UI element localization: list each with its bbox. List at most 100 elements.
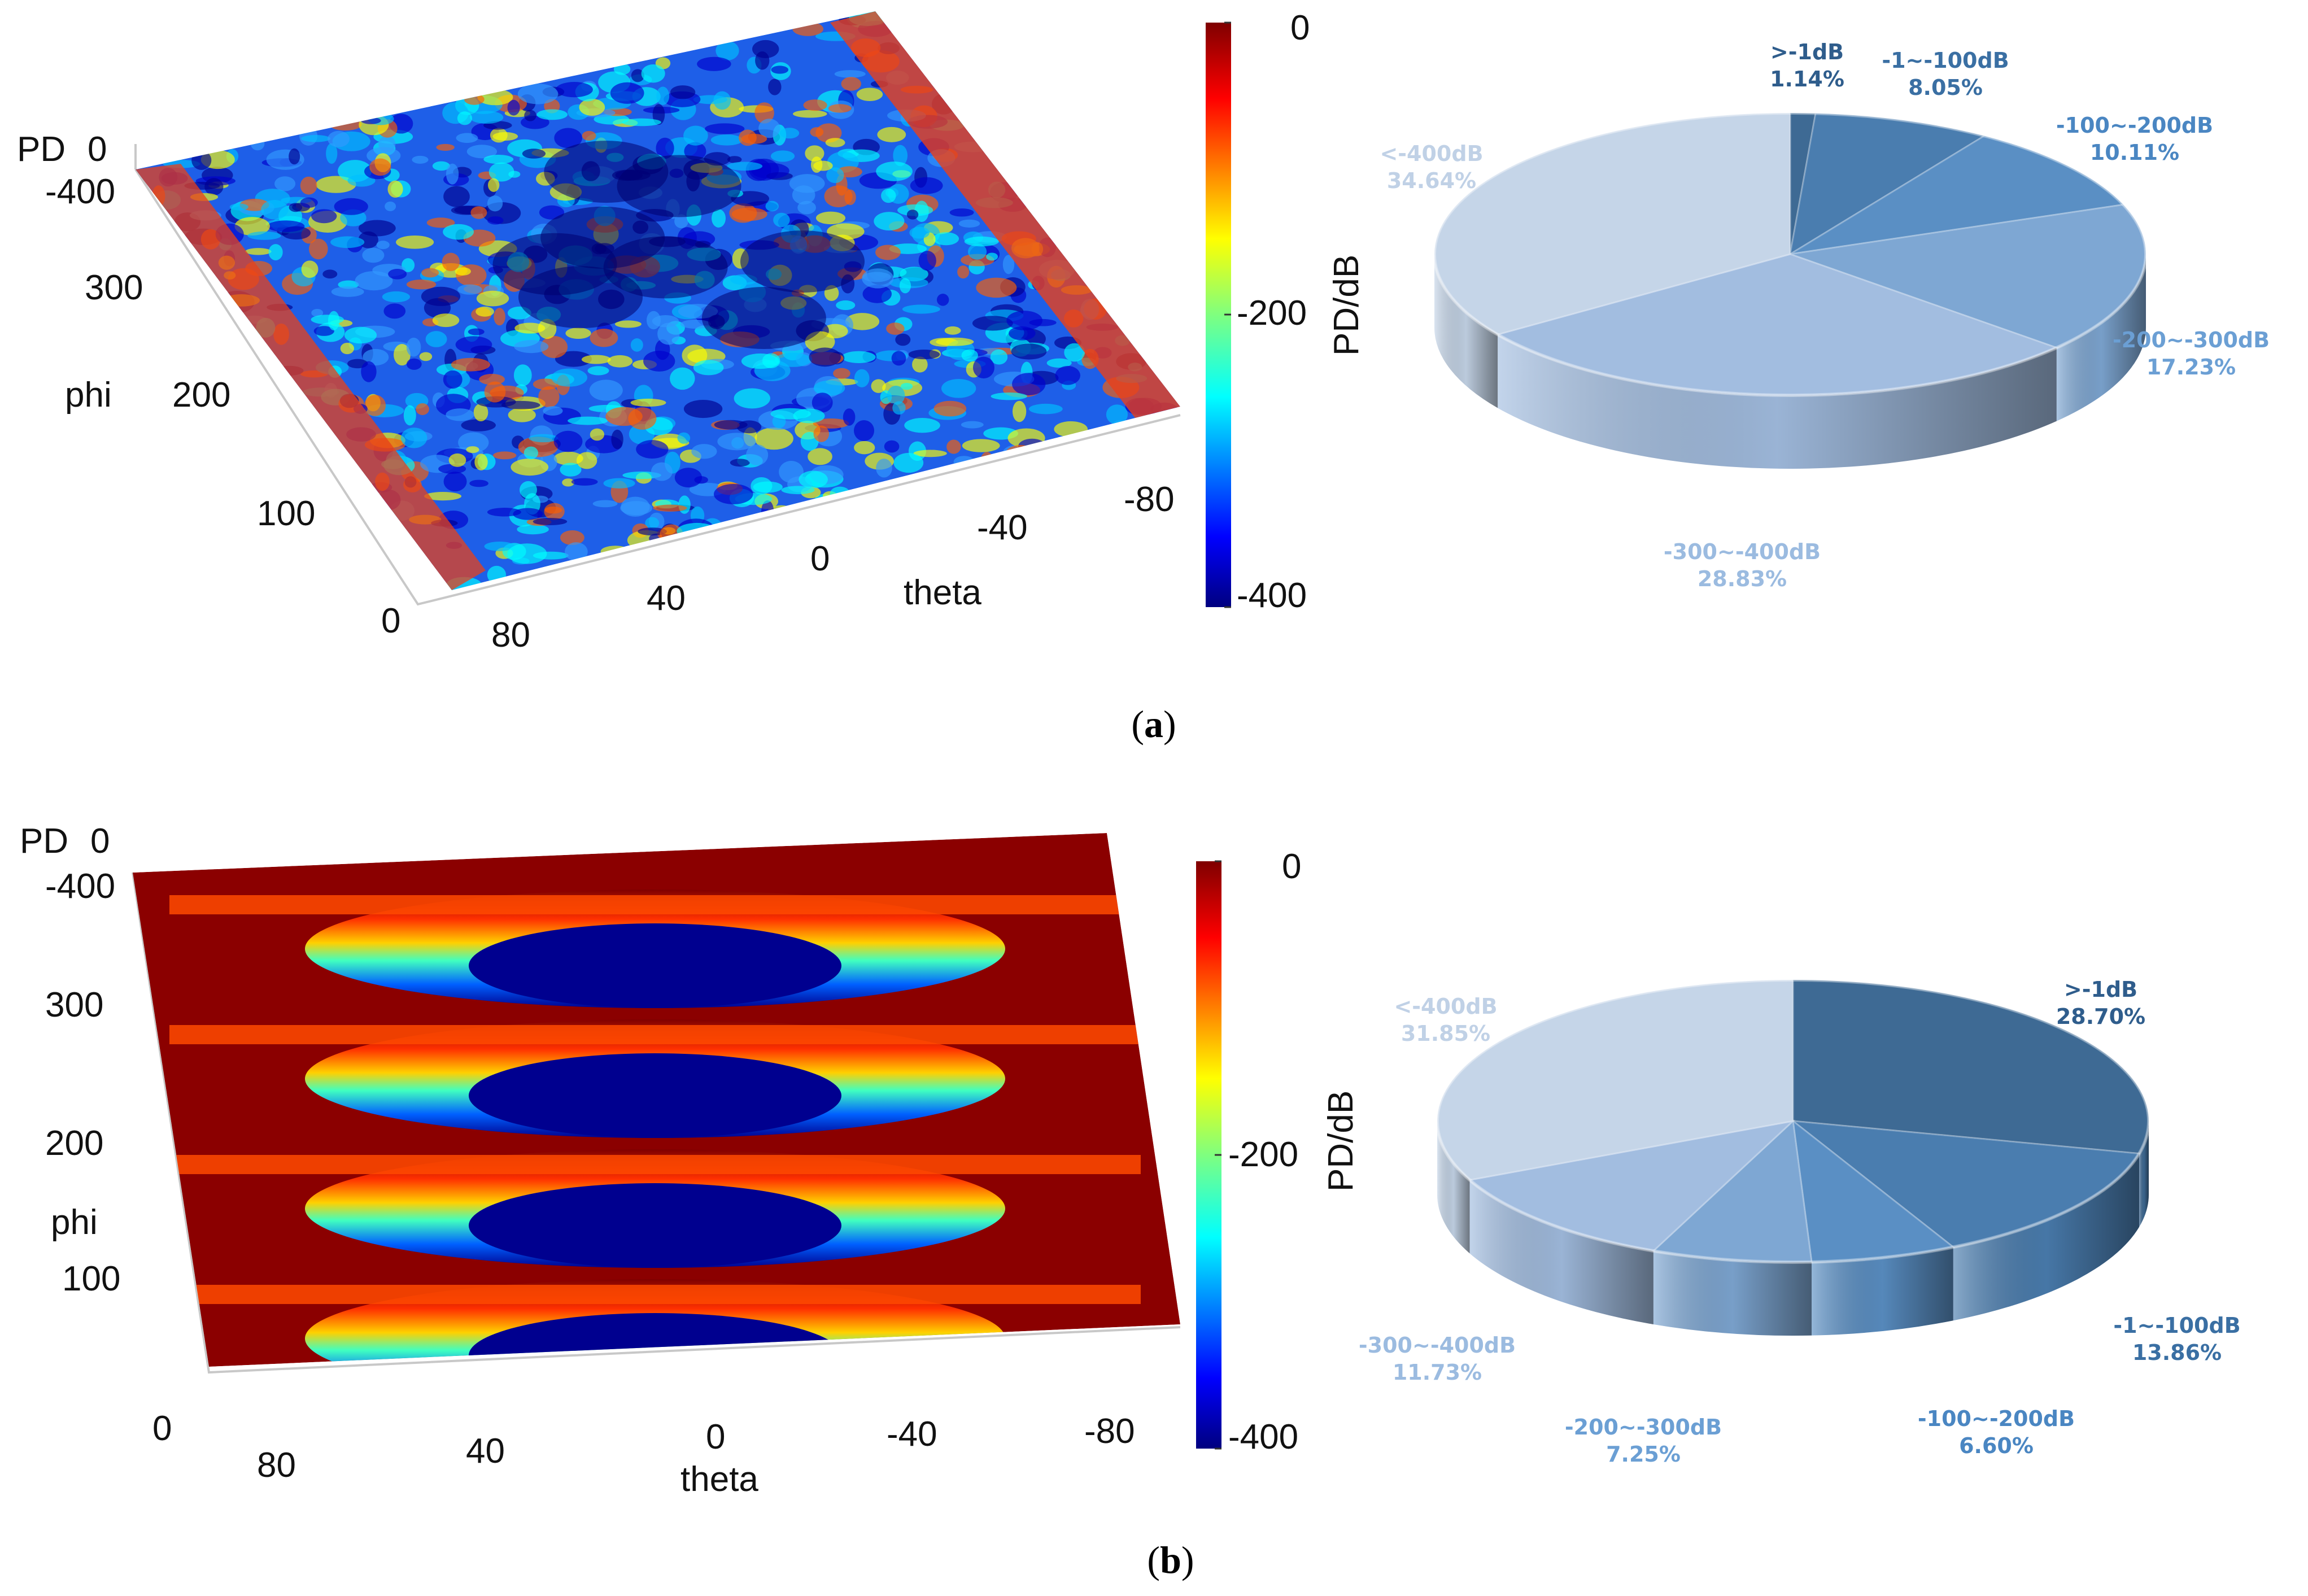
surface-a-speck (507, 99, 520, 116)
surface-a-speck (442, 252, 460, 272)
surface-a-speck (845, 313, 880, 330)
surface-a-speck (571, 478, 598, 486)
surface-a-null-region (603, 236, 728, 299)
surface-a-speck (815, 211, 846, 225)
surface-a-speck (638, 527, 667, 536)
surface-a-speck (809, 347, 841, 367)
pie-slice--200~-300dB (1790, 203, 2147, 349)
pie-side-shade-1 (1953, 1153, 2140, 1321)
surface-a-speck (972, 356, 994, 379)
surface-a-speck (631, 69, 644, 82)
surface-b-null-2 (469, 1183, 841, 1268)
surface-a-ytick-0: 0 (381, 601, 400, 640)
surface-a-speck (234, 217, 270, 236)
surface-a-speck (892, 401, 906, 415)
surface-a-speck (1011, 343, 1047, 360)
surface-a-xtick-80: 80 (491, 616, 530, 655)
surface-a-speck (741, 134, 767, 144)
surface-a-speck (464, 94, 485, 105)
surface-b-xtick-m40: -40 (887, 1415, 937, 1454)
surface-a-speck (891, 351, 906, 366)
surface-a-null-region (617, 155, 741, 217)
surface-b-ylabel: phi (51, 1203, 98, 1242)
surface-a-speck (492, 451, 517, 460)
surface-a-speck (300, 197, 318, 208)
surface-a-speck (508, 171, 521, 178)
surface-a-speck (622, 118, 661, 127)
surface-a-speck (396, 236, 434, 249)
pie-side-shade-0 (2139, 1121, 2149, 1227)
surface-a-speck (884, 440, 900, 453)
surface-a-body (136, 11, 1180, 590)
surface-a-speck (620, 501, 653, 516)
colorbar-a: 0 -200 -400 PD/dB (1206, 8, 1366, 615)
surface-b-ytick-200: 200 (45, 1124, 103, 1163)
surface-a-speck (1012, 373, 1046, 396)
surface-a-speck (344, 326, 377, 344)
surface-a-speck (844, 189, 856, 206)
surface-a-speck (900, 382, 913, 390)
surface-a-speck (443, 370, 463, 389)
surface-a-speck (754, 102, 774, 124)
surface-a-speck (674, 468, 703, 488)
surface-a-speck (1002, 255, 1015, 274)
surface-a-speck (419, 352, 433, 361)
surface-a-speck (754, 428, 793, 450)
surface-a-speck (587, 366, 609, 376)
surface-a-speck (614, 320, 642, 328)
pie-label-5: <-400dB (1380, 141, 1483, 166)
surface-a-speck (473, 403, 488, 422)
pie-value-5: 31.85% (1401, 1021, 1490, 1046)
surface-a-axes-frame (134, 144, 1181, 606)
surface-a-speck (727, 156, 742, 163)
pie-side-shade-3 (2056, 254, 2146, 421)
surface-a-speck (779, 128, 800, 139)
surface-a-speck (191, 150, 212, 170)
surface-a-speck (813, 425, 830, 442)
surface-a-left-ridge (136, 164, 486, 590)
surface-a-speck (553, 430, 583, 452)
surface-a-speck (1028, 403, 1063, 415)
pie-value-4: 11.73% (1393, 1360, 1482, 1385)
surface-a-speck (933, 232, 959, 246)
surface-a-speck (941, 378, 976, 398)
surface-a-speck (466, 446, 479, 453)
pie-value-0: 1.14% (1770, 67, 1844, 91)
pie-value-0: 28.70% (2056, 1004, 2145, 1029)
surface-a-speck (494, 308, 505, 326)
surface-a-xtick-40: 40 (647, 579, 686, 618)
colorbar-b-tick-0: 0 (1282, 847, 1301, 886)
surface-a-speck (416, 403, 429, 415)
surface-a-speck (289, 203, 303, 212)
surface-a-ztick-400: -400 (45, 172, 115, 211)
surface-a-speck (628, 407, 657, 430)
pie-slice->-1dB (1789, 112, 1817, 255)
surface-a-speck (406, 337, 421, 357)
surface-a-speck (862, 285, 892, 303)
surface-a-speck (461, 419, 496, 431)
pie-label-5: <-400dB (1394, 994, 1497, 1019)
surface-a-speck (683, 400, 723, 418)
surface-a-speck (469, 479, 488, 487)
surface-a-speck (556, 82, 593, 98)
surface-a-speck (717, 433, 756, 451)
surface-a-speck (758, 119, 780, 138)
surface-a-speck (656, 86, 670, 106)
pie-label-1: -1~-100dB (2113, 1313, 2240, 1338)
surface-a-speck (479, 374, 505, 385)
surface-a-speck (382, 291, 411, 303)
surface-a-speck (712, 209, 726, 228)
surface-b-null-1 (469, 1053, 841, 1138)
surface-a-speck (466, 145, 498, 159)
surface-a-speck (730, 459, 750, 467)
surface-a-speck (448, 453, 466, 467)
surface-a-speck (443, 472, 467, 492)
surface-a-speck (713, 91, 731, 110)
surface-a-speck (741, 353, 779, 369)
surface-a-null-region (701, 287, 826, 350)
colorbar-b-label: PD/dB (1321, 1091, 1360, 1192)
surface-b-ridge-1 (169, 1025, 1141, 1044)
pie-rim (1436, 978, 2150, 1264)
surface-a-speck (553, 451, 583, 465)
